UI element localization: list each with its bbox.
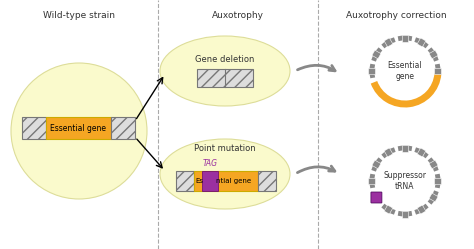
Bar: [435, 178, 441, 184]
Bar: [384, 148, 393, 157]
Bar: [417, 205, 426, 214]
Bar: [417, 38, 426, 47]
Text: Point mutation: Point mutation: [194, 144, 256, 153]
Bar: [384, 205, 393, 214]
Bar: [368, 68, 375, 74]
Text: TAG: TAG: [202, 159, 218, 168]
Bar: [372, 160, 381, 169]
Bar: [22, 117, 46, 139]
Bar: [46, 117, 111, 139]
Bar: [402, 210, 408, 217]
Text: Gene deletion: Gene deletion: [195, 55, 255, 64]
Ellipse shape: [160, 36, 290, 106]
Bar: [258, 171, 276, 191]
Ellipse shape: [160, 139, 290, 209]
Bar: [372, 50, 381, 59]
Bar: [429, 160, 438, 169]
Text: Essential gene: Essential gene: [50, 124, 106, 132]
Bar: [429, 50, 438, 59]
Bar: [111, 117, 135, 139]
Bar: [429, 193, 438, 202]
Bar: [435, 68, 441, 74]
Text: Auxotrophy: Auxotrophy: [212, 11, 264, 20]
Text: Suppressor
tRNA: Suppressor tRNA: [383, 171, 427, 191]
Bar: [176, 171, 194, 191]
Text: ntial gene: ntial gene: [217, 178, 252, 184]
Bar: [197, 69, 253, 87]
Text: Auxotrophy correction: Auxotrophy correction: [346, 11, 447, 20]
FancyBboxPatch shape: [371, 192, 382, 203]
Text: Essential
gene: Essential gene: [388, 61, 422, 81]
Bar: [194, 171, 258, 191]
Bar: [402, 144, 408, 151]
Circle shape: [11, 63, 147, 199]
Bar: [384, 38, 393, 47]
Bar: [402, 35, 408, 42]
Text: Wild-type strain: Wild-type strain: [43, 11, 115, 20]
Text: Es: Es: [195, 178, 203, 184]
Bar: [368, 178, 375, 184]
Bar: [202, 171, 218, 191]
Bar: [417, 148, 426, 157]
